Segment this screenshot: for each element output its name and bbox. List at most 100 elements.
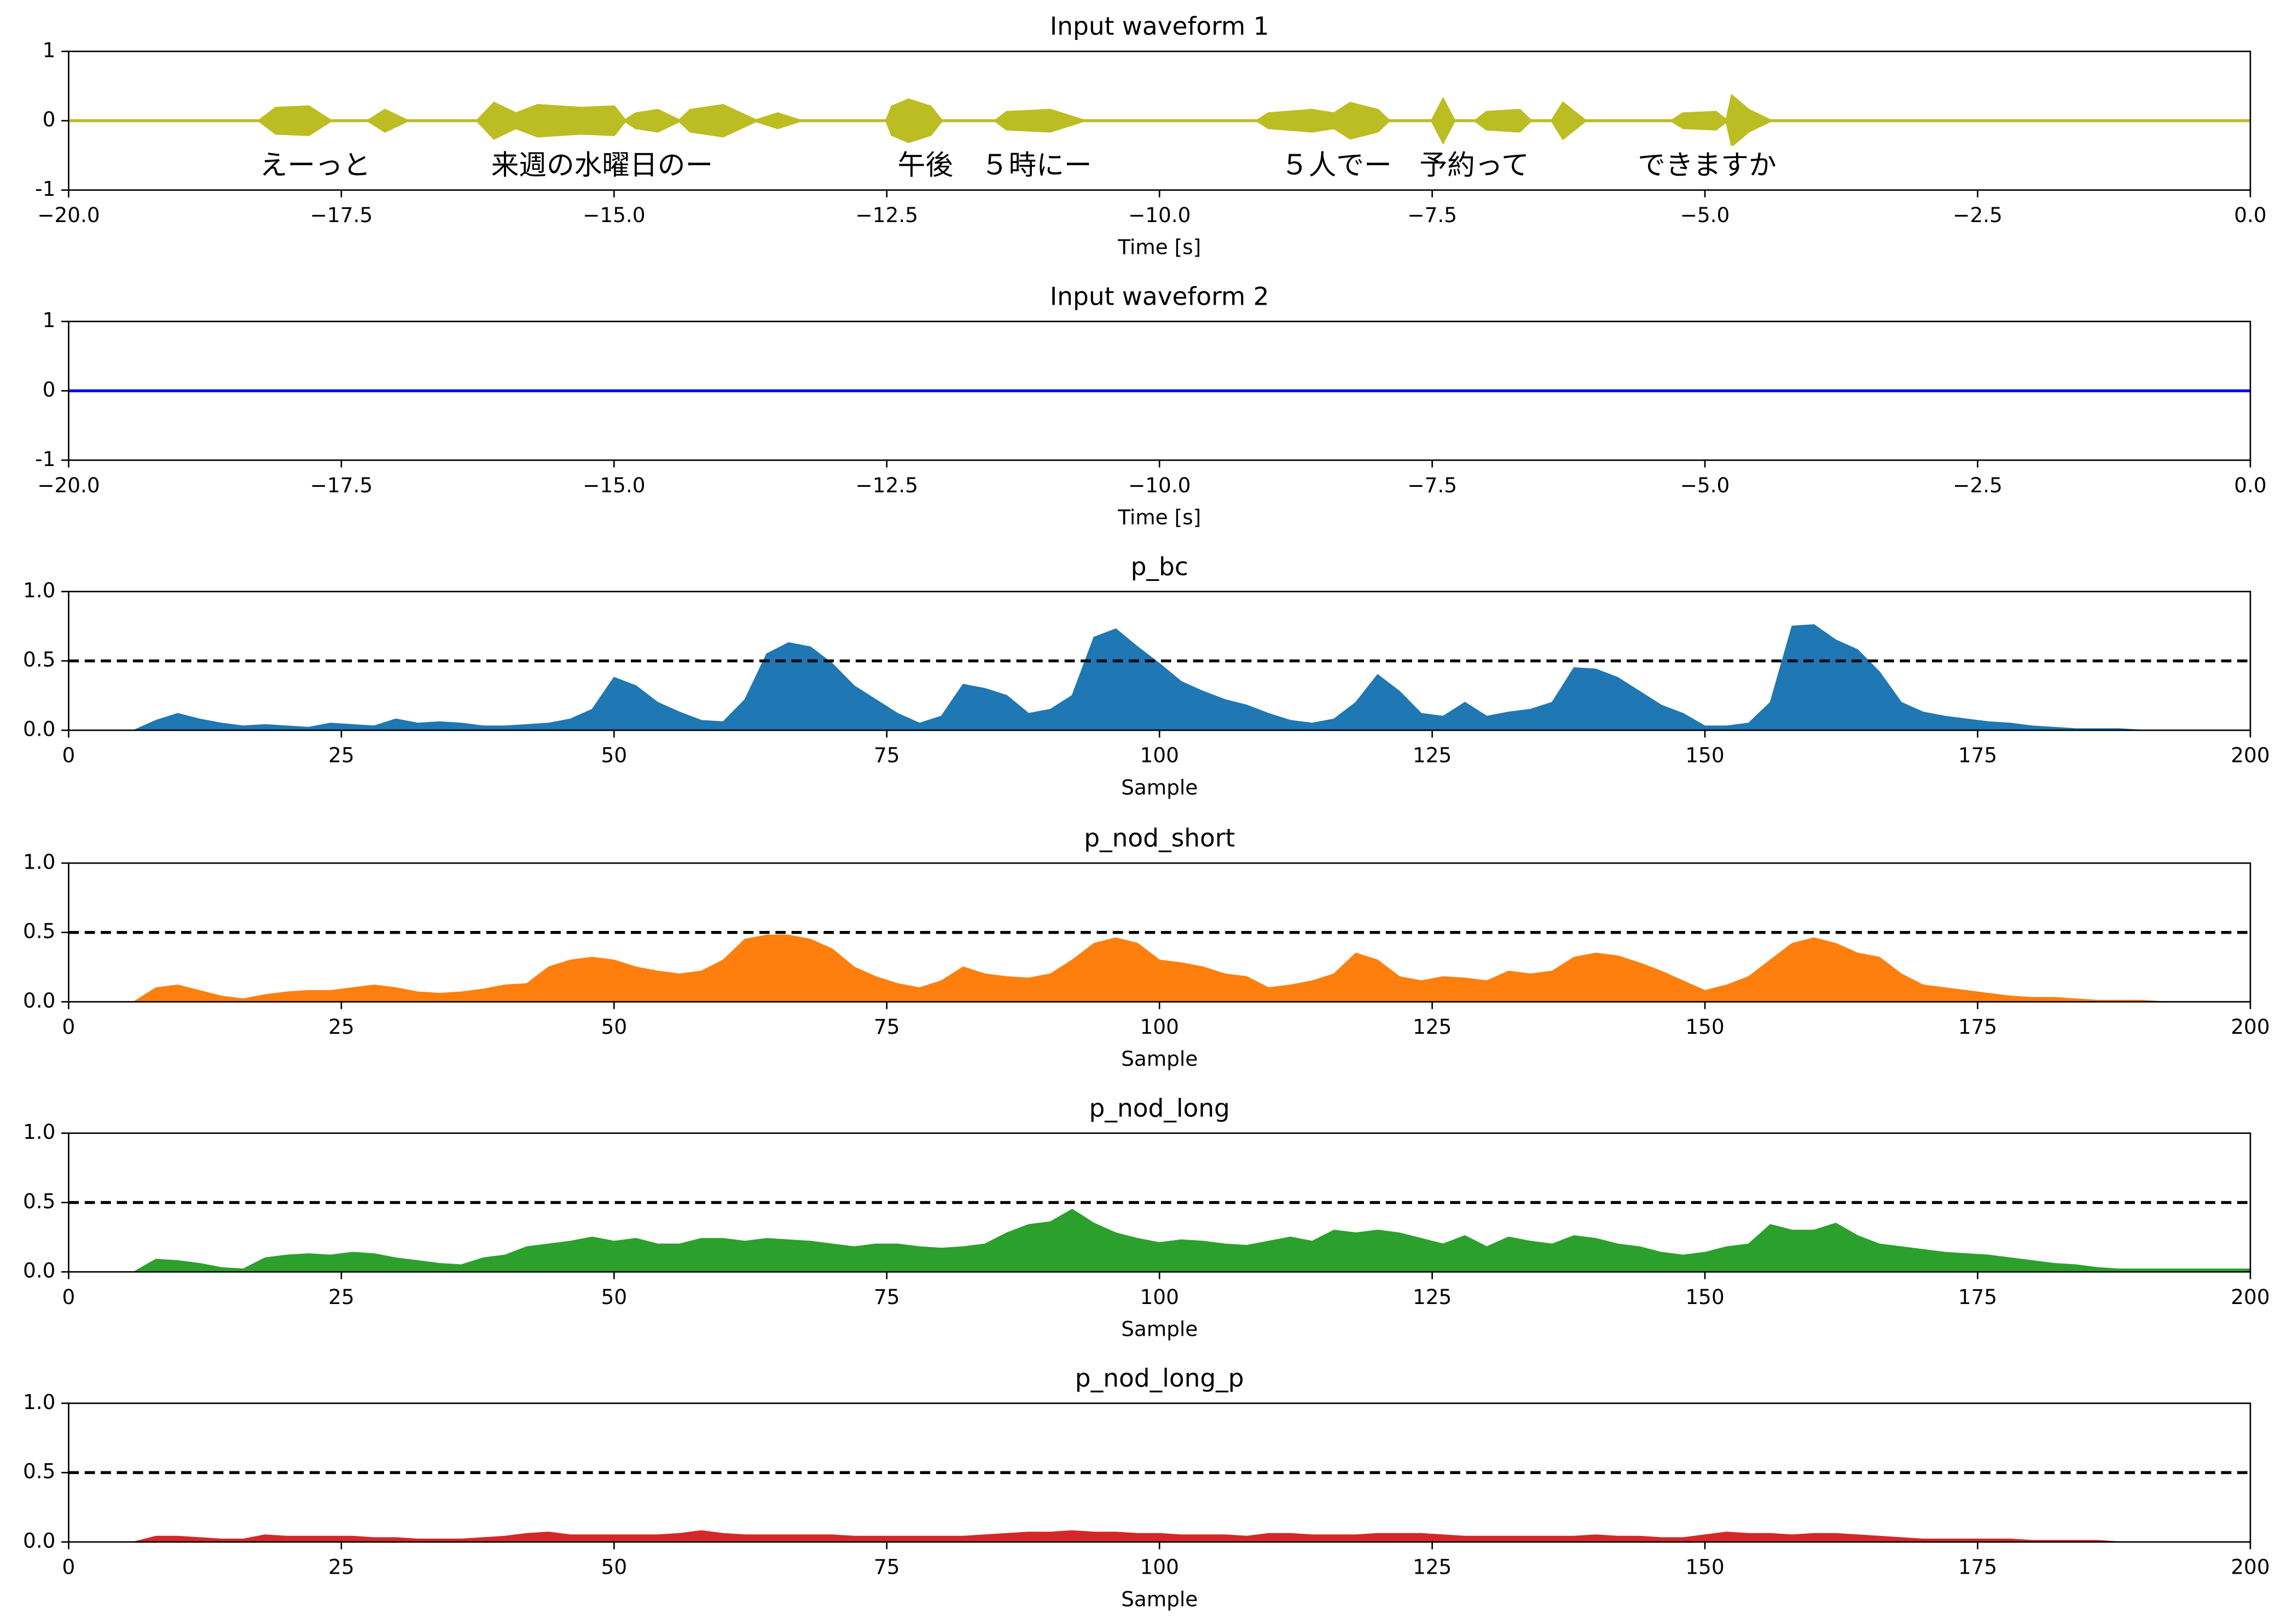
- x-tick-label: 100: [1140, 743, 1179, 767]
- x-tick-label: 50: [601, 1555, 628, 1579]
- x-tick-label: −10.0: [1128, 203, 1191, 227]
- y-tick-label: 0: [43, 107, 56, 131]
- x-axis-label: Sample: [1121, 1587, 1198, 1611]
- x-axis-label: Time [s]: [1117, 505, 1201, 529]
- x-tick-label: 0: [62, 1285, 76, 1309]
- chart-title: p_nod_short: [1084, 824, 1235, 853]
- y-tick-label: 1.0: [23, 849, 55, 874]
- x-tick-label: 100: [1140, 1285, 1179, 1309]
- y-tick-label: 1: [43, 308, 56, 332]
- chart-title: Input waveform 1: [1050, 12, 1269, 41]
- x-tick-label: 50: [601, 743, 628, 767]
- x-tick-label: 175: [1958, 743, 1997, 767]
- panel: Input waveform 2 Time [s] −20.0 −17.5 −15.0 −…: [35, 282, 2266, 529]
- chart-title: Input waveform 2: [1050, 282, 1269, 311]
- x-tick-label: −2.5: [1953, 203, 2003, 227]
- panel: p_bc Sample 0 25 50 75 100 125 150 175 200 0.0 0.5 1.…: [23, 552, 2270, 799]
- x-tick-label: −12.5: [856, 203, 919, 227]
- panel: Input waveform 1 Time [s] −20.0 −17.5 −15.0 −…: [35, 12, 2266, 259]
- y-tick-label: -1: [35, 177, 55, 201]
- x-tick-label: 25: [328, 743, 355, 767]
- panel: p_nod_short Sample 0 25 50 75 100 125 150 175 200 0…: [23, 824, 2270, 1071]
- x-tick-label: −7.5: [1407, 203, 1457, 227]
- x-tick-label: 100: [1140, 1555, 1179, 1579]
- x-tick-label: 125: [1413, 1555, 1452, 1579]
- y-tick-label: 1.0: [23, 1120, 55, 1144]
- x-tick-label: 175: [1958, 1555, 1997, 1579]
- x-tick-label: 150: [1685, 1285, 1724, 1309]
- x-tick-label: 0: [62, 1555, 76, 1579]
- y-tick-label: 0.0: [23, 988, 55, 1012]
- x-tick-label: 0.0: [2234, 473, 2266, 497]
- x-tick-label: −2.5: [1953, 473, 2003, 497]
- x-tick-label: 125: [1413, 1015, 1452, 1039]
- x-tick-label: 75: [874, 743, 900, 767]
- x-tick-label: 25: [328, 1015, 355, 1039]
- x-tick-label: −17.5: [310, 203, 373, 227]
- x-tick-label: −5.0: [1680, 473, 1730, 497]
- y-tick-label: 0.0: [23, 717, 55, 741]
- x-tick-label: −12.5: [856, 473, 919, 497]
- x-tick-label: 175: [1958, 1285, 1997, 1309]
- x-tick-label: 25: [328, 1555, 355, 1579]
- x-tick-label: 0: [62, 743, 76, 767]
- area: [68, 934, 2250, 1003]
- x-tick-label: 125: [1413, 1285, 1452, 1309]
- y-tick-label: 0.0: [23, 1529, 55, 1553]
- x-axis-label: Time [s]: [1117, 235, 1201, 259]
- y-tick-label: 0.0: [23, 1259, 55, 1283]
- x-tick-label: −7.5: [1407, 473, 1457, 497]
- annotation: 来週の水曜日のー: [491, 149, 713, 181]
- x-tick-label: 75: [874, 1015, 900, 1039]
- x-tick-label: 175: [1958, 1015, 1997, 1039]
- y-tick-label: -1: [35, 447, 55, 471]
- x-axis-label: Sample: [1121, 1047, 1198, 1071]
- x-tick-label: −10.0: [1128, 473, 1191, 497]
- chart-title: p_bc: [1131, 552, 1188, 581]
- x-tick-label: 75: [874, 1555, 900, 1579]
- annotation: ５人でー 予約って: [1281, 149, 1529, 181]
- x-tick-label: 200: [2231, 1555, 2270, 1579]
- x-tick-label: 75: [874, 1285, 900, 1309]
- x-tick-label: −15.0: [583, 203, 646, 227]
- y-tick-label: 0: [43, 377, 56, 401]
- annotation: えーっと: [260, 149, 371, 181]
- annotation: できますか: [1638, 149, 1777, 181]
- y-tick-label: 0.5: [23, 1189, 55, 1213]
- y-tick-label: 1.0: [23, 578, 55, 602]
- x-tick-label: 25: [328, 1285, 355, 1309]
- chart-title: p_nod_long_p: [1075, 1364, 1244, 1393]
- annotation-background: [846, 145, 1144, 184]
- annotation-background: [1586, 145, 1828, 184]
- x-tick-label: 150: [1685, 1015, 1724, 1039]
- panel: p_nod_long Sample 0 25 50 75 100 125 150 175 200 0.…: [23, 1093, 2270, 1341]
- x-tick-label: 100: [1140, 1015, 1179, 1039]
- x-axis-label: Sample: [1121, 775, 1198, 799]
- y-tick-label: 1.0: [23, 1390, 55, 1414]
- annotation-background: [1229, 145, 1581, 184]
- x-tick-label: 200: [2231, 1015, 2270, 1039]
- y-tick-label: 0.5: [23, 1459, 55, 1483]
- x-tick-label: −5.0: [1680, 203, 1730, 227]
- x-tick-label: −20.0: [37, 203, 100, 227]
- x-tick-label: 200: [2231, 1285, 2270, 1309]
- x-tick-label: 0: [62, 1015, 76, 1039]
- x-tick-label: 200: [2231, 743, 2270, 767]
- annotation: 午後 ５時にー: [898, 149, 1092, 181]
- y-tick-label: 0.5: [23, 648, 55, 672]
- x-axis-label: Sample: [1121, 1317, 1198, 1341]
- x-tick-label: 0.0: [2234, 203, 2266, 227]
- area: [68, 624, 2250, 731]
- annotation-background: [208, 145, 422, 184]
- y-tick-label: 0.5: [23, 919, 55, 943]
- x-tick-label: 50: [601, 1015, 628, 1039]
- area: [68, 1530, 2250, 1543]
- waveform: [68, 94, 2250, 148]
- x-tick-label: −17.5: [310, 473, 373, 497]
- x-tick-label: 50: [601, 1285, 628, 1309]
- x-tick-label: −20.0: [37, 473, 100, 497]
- area: [68, 1208, 2251, 1273]
- x-tick-label: 125: [1413, 743, 1452, 767]
- y-tick-label: 1: [43, 38, 56, 62]
